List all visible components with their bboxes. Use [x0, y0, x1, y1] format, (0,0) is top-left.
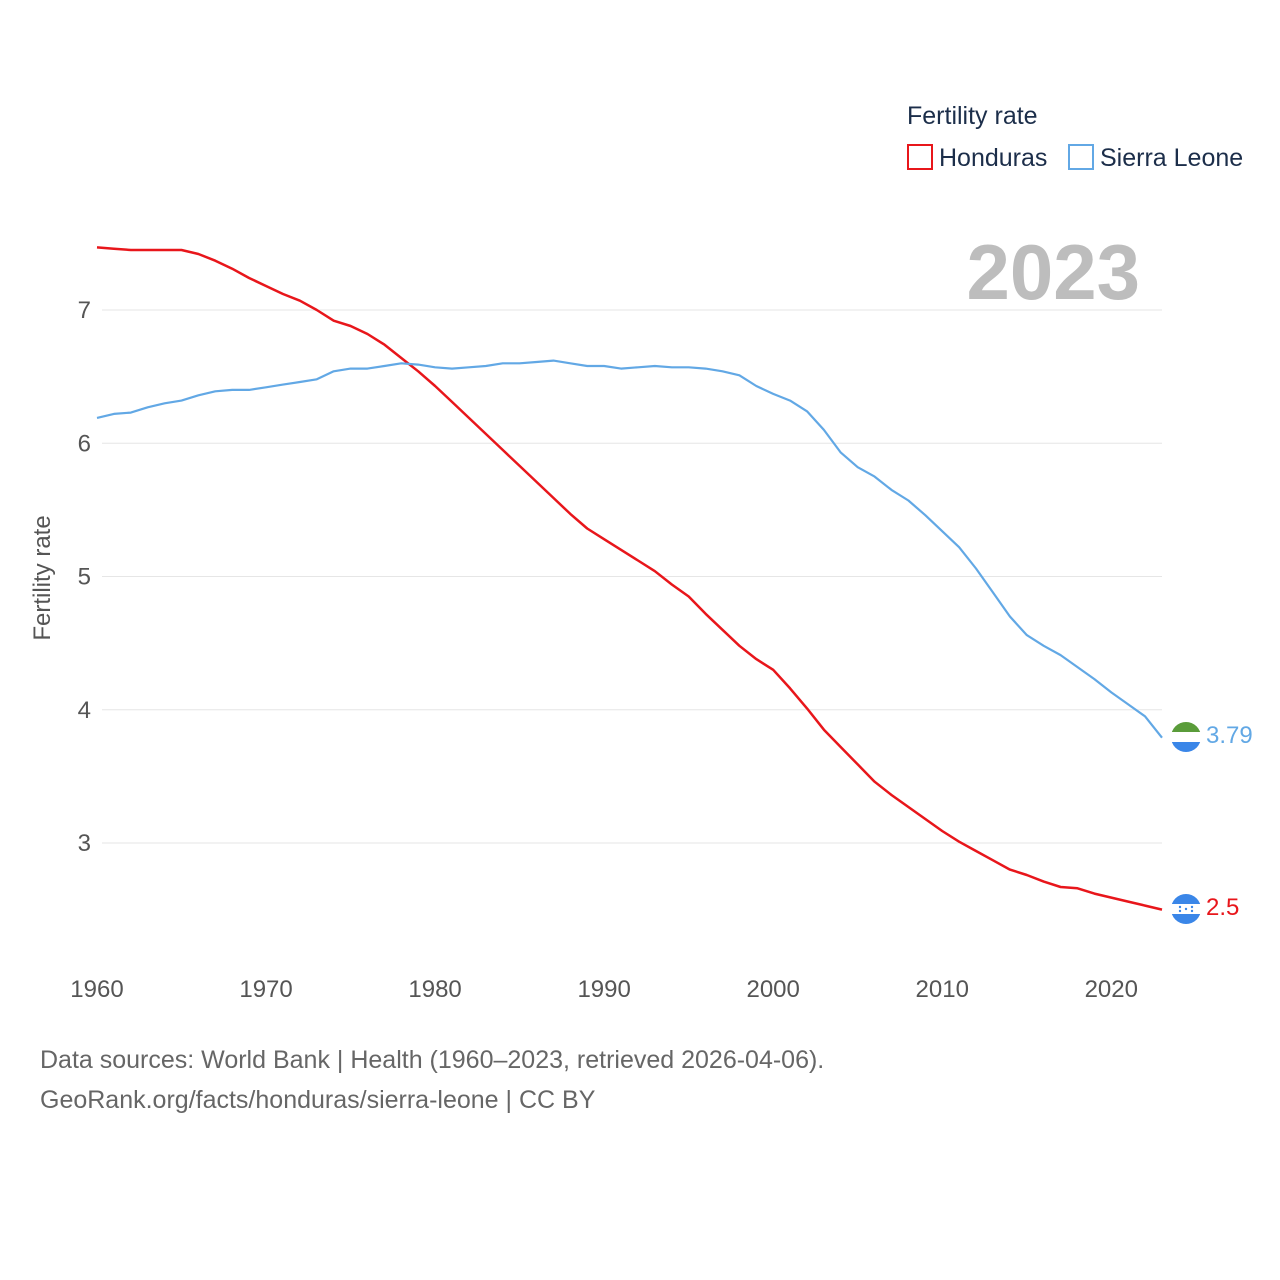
y-tick-label-5: 5	[78, 564, 91, 591]
source-line: Data sources: World Bank | Health (1960–…	[40, 1046, 825, 1074]
x-tick-label-2000: 2000	[746, 976, 799, 1003]
attribution-link[interactable]: GeoRank.org/facts/honduras/sierra-leone …	[40, 1086, 596, 1114]
legend-label-honduras: Honduras	[939, 144, 1047, 172]
x-tick-label-1960: 1960	[70, 976, 123, 1003]
source-footer: Data sources: World Bank | Health (1960–…	[40, 1040, 824, 1120]
legend-swatch-honduras	[907, 144, 933, 170]
legend-item-sierra-leone[interactable]: Sierra Leone	[1068, 144, 1243, 172]
y-tick-label-3: 3	[78, 830, 91, 857]
y-axis-title: Fertility rate	[29, 515, 56, 640]
y-axis-ticks: 3 4 5 6 7	[78, 297, 91, 857]
end-label-honduras: 2.5	[1206, 894, 1239, 921]
flag-icon-honduras	[1171, 894, 1201, 924]
x-tick-label-1980: 1980	[408, 976, 461, 1003]
legend-title: Fertility rate	[907, 102, 1038, 130]
y-tick-label-7: 7	[78, 297, 91, 324]
end-label-sierra-leone: 3.79	[1206, 722, 1253, 749]
year-watermark: 2023	[966, 228, 1140, 316]
series-line-sierra-leone[interactable]	[96, 359, 1163, 739]
x-tick-label-2010: 2010	[916, 976, 969, 1003]
legend-swatch-sierra-leone	[1068, 144, 1094, 170]
x-tick-label-1990: 1990	[577, 976, 630, 1003]
legend-item-honduras[interactable]: Honduras	[907, 144, 1047, 172]
flag-icon-sierra-leone	[1171, 722, 1201, 752]
gridlines	[102, 309, 1162, 844]
x-axis-ticks: 1960 1970 1980 1990 2000 2010 2020	[70, 976, 1138, 1003]
y-tick-label-4: 4	[78, 697, 91, 724]
y-tick-label-6: 6	[78, 430, 91, 457]
series-lines	[96, 246, 1163, 911]
x-tick-label-1970: 1970	[239, 976, 292, 1003]
series-line-honduras[interactable]	[96, 246, 1163, 911]
x-tick-label-2020: 2020	[1085, 976, 1138, 1003]
legend-label-sierra-leone: Sierra Leone	[1100, 144, 1243, 172]
